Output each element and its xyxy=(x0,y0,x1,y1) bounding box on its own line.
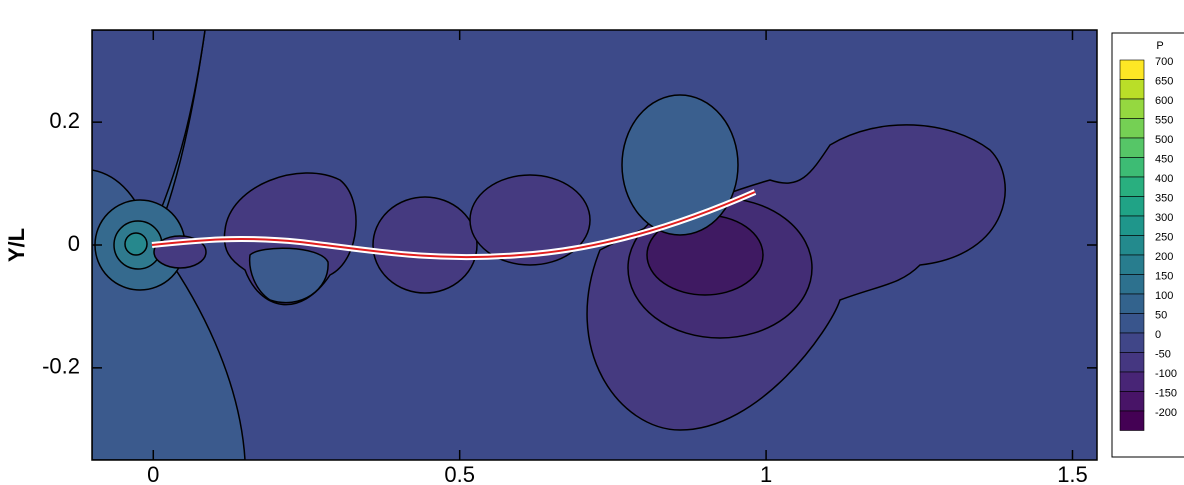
colorbar-label: -50 xyxy=(1155,348,1171,360)
colorbar-swatch xyxy=(1119,118,1145,139)
colorbar-swatch xyxy=(1119,176,1145,197)
colorbar-swatch xyxy=(1119,215,1145,236)
colorbar-swatch xyxy=(1119,352,1145,373)
colorbar-label: 0 xyxy=(1155,329,1161,341)
y-tick-label: 0.2 xyxy=(49,108,80,133)
colorbar-swatch xyxy=(1119,157,1145,178)
filament xyxy=(151,191,756,259)
contour-region xyxy=(248,247,329,304)
colorbar-label: -100 xyxy=(1155,368,1177,380)
colorbar-label: 400 xyxy=(1155,173,1173,185)
colorbar-label: 100 xyxy=(1155,290,1173,302)
x-tick-label: 1 xyxy=(760,462,772,485)
y-axis-label: Y/L xyxy=(4,228,29,262)
y-tick-label: -0.2 xyxy=(42,354,80,379)
colorbar-swatch xyxy=(1119,254,1145,275)
colorbar-swatch xyxy=(1119,79,1145,100)
colorbar-label: 550 xyxy=(1155,114,1173,126)
colorbar-swatch xyxy=(1119,274,1145,295)
contour-region xyxy=(469,174,591,266)
colorbar-label: 50 xyxy=(1155,309,1167,321)
colorbar-label: 600 xyxy=(1155,95,1173,107)
colorbar-swatch xyxy=(1119,196,1145,217)
colorbar-title: P xyxy=(1156,40,1163,52)
colorbar-label: 500 xyxy=(1155,134,1173,146)
colorbar-label: 700 xyxy=(1155,56,1173,68)
contour-region xyxy=(372,196,478,294)
colorbar-swatch xyxy=(1119,371,1145,392)
colorbar-swatch xyxy=(1119,137,1145,158)
colorbar-label: 300 xyxy=(1155,212,1173,224)
colorbar-swatch xyxy=(1119,391,1145,412)
colorbar-label: 150 xyxy=(1155,270,1173,282)
colorbar: P 70065060055050045040035030025020015010… xyxy=(1119,40,1177,431)
colorbar-swatch xyxy=(1119,410,1145,431)
colorbar-swatch xyxy=(1119,313,1145,334)
colorbar-swatch xyxy=(1119,98,1145,119)
x-tick-label: 1.5 xyxy=(1057,462,1088,485)
x-tick-label: 0.5 xyxy=(444,462,475,485)
colorbar-label: 450 xyxy=(1155,153,1173,165)
colorbar-label: -200 xyxy=(1155,407,1177,419)
colorbar-label: 200 xyxy=(1155,251,1173,263)
colorbar-label: 350 xyxy=(1155,192,1173,204)
contour-region xyxy=(124,232,148,256)
contour-field xyxy=(92,30,1097,460)
colorbar-swatch xyxy=(1119,293,1145,314)
colorbar-swatch xyxy=(1119,235,1145,256)
y-tick-label: 0 xyxy=(68,231,80,256)
colorbar-swatch xyxy=(1119,332,1145,353)
colorbar-label: 250 xyxy=(1155,231,1173,243)
colorbar-label: -150 xyxy=(1155,387,1177,399)
x-tick-label: 0 xyxy=(147,462,159,485)
colorbar-swatch xyxy=(1119,59,1145,80)
colorbar-label: 650 xyxy=(1155,75,1173,87)
contour-region xyxy=(621,94,739,236)
